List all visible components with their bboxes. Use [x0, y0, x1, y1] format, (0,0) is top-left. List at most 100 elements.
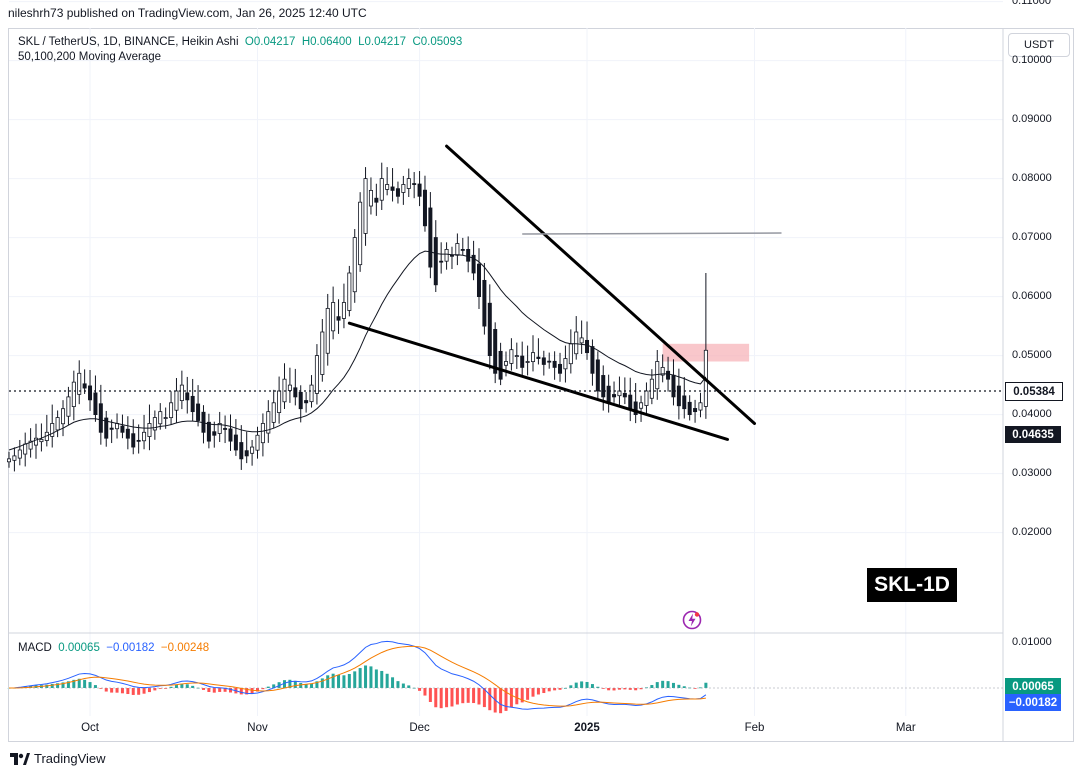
- candle-body: [406, 178, 411, 189]
- candle: [39, 423, 44, 452]
- candle: [682, 377, 687, 419]
- y-tick-label: 0.10000: [1012, 53, 1052, 66]
- candle-body: [82, 383, 87, 389]
- macd-pane: [7, 640, 1003, 714]
- macd-hist-bar: [158, 688, 162, 689]
- candle: [233, 419, 238, 456]
- candle: [660, 354, 665, 383]
- macd-hist-bar: [553, 688, 557, 691]
- macd-hist-bar: [520, 688, 524, 703]
- candle-body: [142, 431, 147, 442]
- candle: [460, 237, 465, 256]
- candle-body: [34, 437, 39, 446]
- candle: [563, 345, 568, 383]
- candle-body: [536, 356, 541, 359]
- macd-hist-bar: [563, 687, 567, 689]
- candle: [163, 407, 168, 429]
- candle: [693, 399, 698, 423]
- candle-body: [379, 178, 384, 201]
- candle: [23, 432, 28, 467]
- candle-body: [547, 360, 552, 363]
- candle-body: [152, 417, 157, 431]
- macd-hist-bar: [137, 688, 141, 695]
- candle-body: [655, 361, 660, 390]
- candle: [466, 236, 471, 273]
- macd-hist-bar: [304, 684, 308, 688]
- candle-body: [676, 385, 681, 407]
- candle: [147, 404, 152, 451]
- macd-hist-bar: [445, 688, 449, 708]
- tradingview-logo[interactable]: TradingView: [10, 751, 106, 766]
- candle-body: [525, 361, 530, 363]
- macd-hist-bar: [72, 679, 76, 688]
- candle-body: [169, 402, 174, 419]
- candle: [142, 414, 147, 450]
- candle: [406, 168, 411, 197]
- x-tick-label: Nov: [247, 722, 268, 734]
- trendline: [445, 144, 756, 425]
- candle: [125, 416, 130, 450]
- macd-hist-tag: 0.00065: [1005, 678, 1061, 695]
- macd-line-tag: −0.00182: [1005, 694, 1061, 711]
- legend-close: C0.05093: [412, 36, 463, 48]
- macd-hist-bar: [601, 688, 605, 689]
- ma-price-tag: 0.04635: [1005, 426, 1061, 443]
- candle: [601, 365, 606, 411]
- macd-legend[interactable]: MACD 0.00065 −0.00182 −0.00248: [18, 642, 209, 654]
- candle: [509, 338, 514, 371]
- candle: [109, 419, 114, 444]
- legend-symbol[interactable]: SKL / TetherUS, 1D, BINANCE, Heikin Ashi: [18, 36, 239, 48]
- candle: [250, 439, 255, 466]
- macd-hist-bar: [353, 671, 357, 688]
- macd-hist-bar: [380, 670, 384, 688]
- macd-hist-bar: [504, 688, 508, 711]
- macd-hist-bar: [115, 688, 119, 693]
- macd-hist-bar: [439, 688, 443, 709]
- candle: [190, 378, 195, 422]
- candle-body: [17, 449, 22, 459]
- candle: [476, 248, 481, 309]
- horizontal-line: [522, 232, 782, 235]
- candle-body: [455, 243, 460, 256]
- macd-hist-bar: [61, 682, 65, 688]
- candle-body: [352, 237, 357, 293]
- macd-hist-bar: [682, 686, 686, 688]
- candle-body: [422, 189, 427, 227]
- candle-body: [460, 248, 465, 251]
- macd-hist-bar: [256, 688, 259, 692]
- candle-body: [190, 395, 195, 413]
- candle: [309, 375, 314, 408]
- candle-body: [71, 381, 76, 407]
- candle-body: [698, 402, 703, 411]
- legend-low: L0.04217: [358, 36, 407, 48]
- candle-body: [590, 346, 595, 374]
- candle: [433, 220, 438, 292]
- candle: [574, 316, 579, 360]
- y-tick-label: 0.03000: [1012, 466, 1052, 479]
- macd-hist-bar: [569, 685, 573, 688]
- macd-hist-bar: [147, 688, 151, 693]
- currency-button[interactable]: USDT: [1008, 33, 1070, 57]
- candle: [412, 172, 417, 199]
- macd-hist-bar: [531, 688, 535, 697]
- candle: [179, 370, 184, 410]
- candle: [644, 382, 649, 416]
- candle-body: [266, 411, 271, 434]
- lightning-icon[interactable]: [682, 610, 702, 630]
- candle-body: [88, 385, 93, 401]
- macd-hist-bar: [142, 688, 146, 694]
- candle: [17, 439, 22, 466]
- candle: [493, 322, 498, 384]
- candle: [612, 381, 617, 403]
- candle: [212, 421, 217, 448]
- candle: [104, 410, 109, 447]
- candle: [293, 368, 298, 406]
- candle-body: [109, 427, 114, 430]
- legend-ma[interactable]: 50,100,200 Moving Average: [18, 51, 162, 63]
- macd-hist-bar: [509, 688, 513, 708]
- macd-hist-bar: [693, 688, 697, 689]
- candle-body: [401, 184, 406, 193]
- macd-hist-bar: [110, 688, 114, 693]
- macd-hist-bar: [185, 684, 189, 688]
